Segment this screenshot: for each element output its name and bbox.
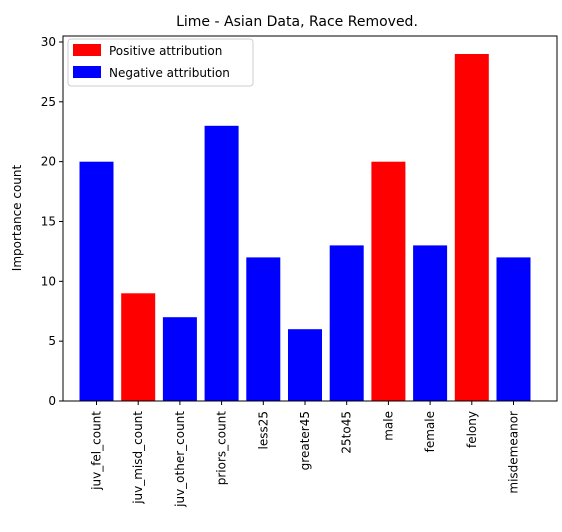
- bars-group: [79, 54, 531, 402]
- x-tick-label: misdemeanor: [507, 411, 521, 494]
- x-tick-label: greater45: [298, 411, 312, 470]
- y-tick-label: 25: [41, 95, 56, 109]
- legend: Positive attribution Negative attribution: [67, 38, 254, 87]
- y-axis-label: Importance count: [10, 164, 24, 271]
- y-tick-label: 5: [48, 334, 56, 348]
- x-tick-label: felony: [465, 411, 479, 448]
- x-tick-label: priors_count: [215, 411, 229, 486]
- bar-priors_count: [204, 125, 239, 402]
- x-axis-ticks: juv_fel_count juv_misd_count juv_other_cou…: [90, 401, 521, 508]
- bar-female: [413, 245, 448, 401]
- bar-juv_misd_count: [121, 293, 156, 401]
- legend-label: Negative attribution: [109, 66, 230, 80]
- legend-swatch: [73, 66, 101, 78]
- x-tick-label: male: [381, 411, 395, 441]
- chart-title: Lime - Asian Data, Race Removed.: [176, 14, 418, 30]
- x-tick-label: female: [423, 411, 437, 452]
- legend-swatch: [73, 44, 101, 56]
- legend-label: Positive attribution: [109, 44, 222, 58]
- x-tick-label: 25to45: [340, 411, 354, 454]
- y-tick-label: 15: [41, 214, 56, 228]
- legend-box: [67, 38, 254, 87]
- x-tick-label: juv_misd_count: [131, 411, 145, 505]
- x-tick-label: juv_other_count: [173, 411, 187, 508]
- bar-juv_fel_count: [79, 161, 114, 401]
- bar-greater45: [288, 329, 322, 401]
- bar-25to45: [329, 245, 364, 401]
- x-tick-label: juv_fel_count: [90, 411, 104, 491]
- x-tick-label: less25: [256, 411, 270, 450]
- plot-frame: [62, 35, 558, 402]
- y-tick-label: 10: [41, 274, 56, 288]
- y-tick-label: 30: [41, 35, 56, 49]
- y-tick-label: 0: [48, 394, 56, 408]
- bar-juv_other_count: [162, 317, 197, 401]
- y-axis-ticks: 0 5 10 15 20 25 30: [41, 35, 63, 408]
- y-tick-label: 20: [41, 155, 56, 169]
- bar-misdemeanor: [496, 257, 531, 401]
- bar-male: [371, 161, 406, 401]
- bar-less25: [246, 257, 281, 401]
- bar-felony: [454, 54, 489, 401]
